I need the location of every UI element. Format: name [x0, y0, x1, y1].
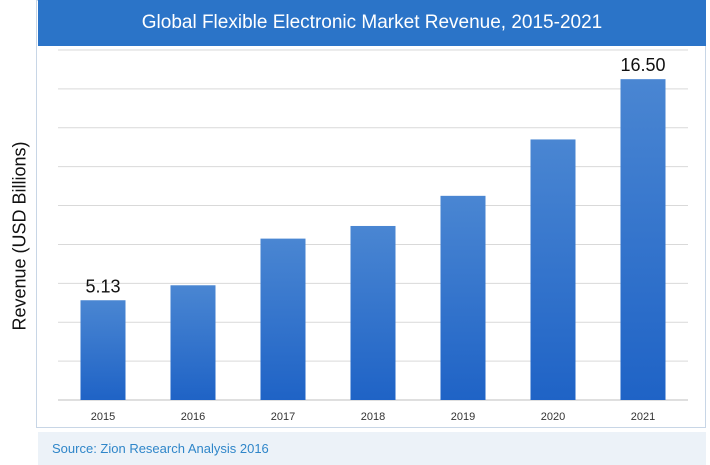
bar-2017 [260, 238, 306, 400]
bar-2020 [530, 139, 576, 400]
source-note: Source: Zion Research Analysis 2016 [38, 432, 706, 465]
x-tick-label: 2017 [271, 411, 295, 423]
bar-2018 [350, 225, 396, 400]
bar-2016 [170, 285, 216, 400]
bar-2019 [440, 195, 486, 400]
x-tick-label: 2018 [361, 411, 385, 423]
x-tick-label: 2019 [451, 411, 475, 423]
x-tick-label: 2016 [181, 411, 205, 423]
bar-2021 [620, 79, 666, 401]
bar-chart: 2015 5.13 2016 2017 2018 2019 2020 2021 16.50 [58, 49, 688, 423]
chart-title: Global Flexible Electronic Market Revenu… [38, 0, 706, 46]
x-tick-label: 2015 [91, 411, 115, 423]
data-label: 16.50 [620, 55, 665, 75]
x-tick-label: 2021 [631, 411, 655, 423]
x-tick-label: 2020 [541, 411, 565, 423]
data-label: 5.13 [85, 276, 120, 296]
bars [80, 79, 666, 401]
bar-2015 [80, 300, 126, 400]
labels: 2015 5.13 2016 2017 2018 2019 2020 2021 16.50 [85, 55, 665, 423]
